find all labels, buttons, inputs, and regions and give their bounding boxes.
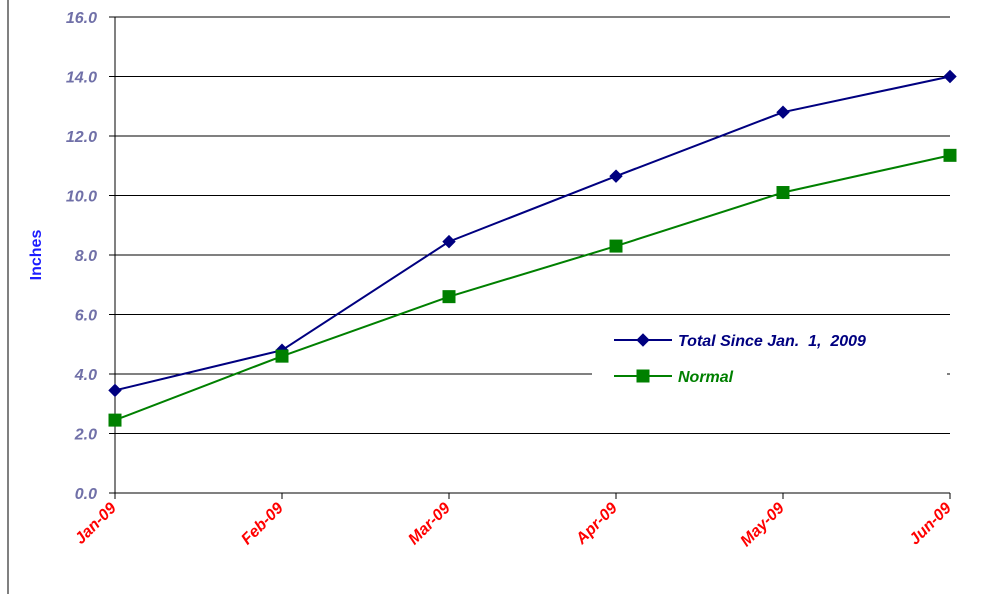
x-tick-label-0: Jan-09 — [72, 500, 120, 548]
legend-item-1: Normal — [614, 369, 734, 386]
y-tick-label-7: 14.0 — [66, 70, 97, 87]
series-line-0 — [114, 75, 951, 392]
legend-label-0: Total Since Jan. 1, 2009 — [678, 333, 866, 350]
gridlines — [115, 16, 950, 434]
data-point-1-3 — [609, 239, 623, 253]
data-point-0-3 — [609, 169, 623, 183]
data-point-0-5 — [943, 69, 957, 84]
series-group — [108, 69, 957, 427]
series-0 — [108, 69, 957, 398]
data-point-1-5 — [943, 148, 957, 162]
x-tick-label-1: Feb-09 — [238, 500, 287, 549]
x-tick-label-5: Jun-09 — [906, 500, 955, 549]
data-point-1-4 — [776, 186, 790, 200]
y-tick-label-6: 12.0 — [66, 129, 97, 146]
y-tick-label-5: 10.0 — [66, 189, 97, 206]
y-tick-label-1: 2.0 — [74, 427, 97, 444]
y-axis-label: Inches — [28, 230, 45, 281]
x-tick-label-3: Apr-09 — [572, 500, 621, 549]
data-point-0-0 — [108, 383, 122, 398]
x-tick-labels: Jan-09 Feb-09 Mar-09 Apr-09 May-09 Jun-09 — [72, 500, 955, 550]
y-tick-label-0: 0.0 — [75, 486, 97, 503]
data-point-1-1 — [275, 349, 289, 363]
legend-marker-1 — [636, 369, 650, 383]
x-tick-label-2: Mar-09 — [405, 500, 454, 549]
data-point-1-0 — [108, 413, 122, 427]
legend-label-1: Normal — [678, 369, 734, 386]
legend-box — [592, 322, 947, 402]
data-point-0-2 — [442, 234, 456, 249]
data-point-0-4 — [776, 105, 790, 119]
y-tick-label-4: 8.0 — [75, 248, 97, 265]
data-point-1-2 — [442, 290, 456, 304]
axes — [109, 16, 951, 499]
y-tick-label-3: 6.0 — [75, 308, 97, 325]
legend: Total Since Jan. 1, 2009 Normal — [592, 322, 947, 402]
legend-marker-0 — [636, 333, 650, 347]
x-tick-label-4: May-09 — [737, 500, 787, 550]
y-tick-labels: 0.0 2.0 4.0 6.0 8.0 10.0 12.0 14.0 16.0 — [66, 10, 97, 503]
legend-item-0: Total Since Jan. 1, 2009 — [614, 333, 866, 350]
series-line-1 — [114, 154, 951, 422]
y-tick-label-8: 16.0 — [66, 10, 97, 27]
series-1 — [108, 148, 957, 427]
y-tick-label-2: 4.0 — [74, 367, 97, 384]
